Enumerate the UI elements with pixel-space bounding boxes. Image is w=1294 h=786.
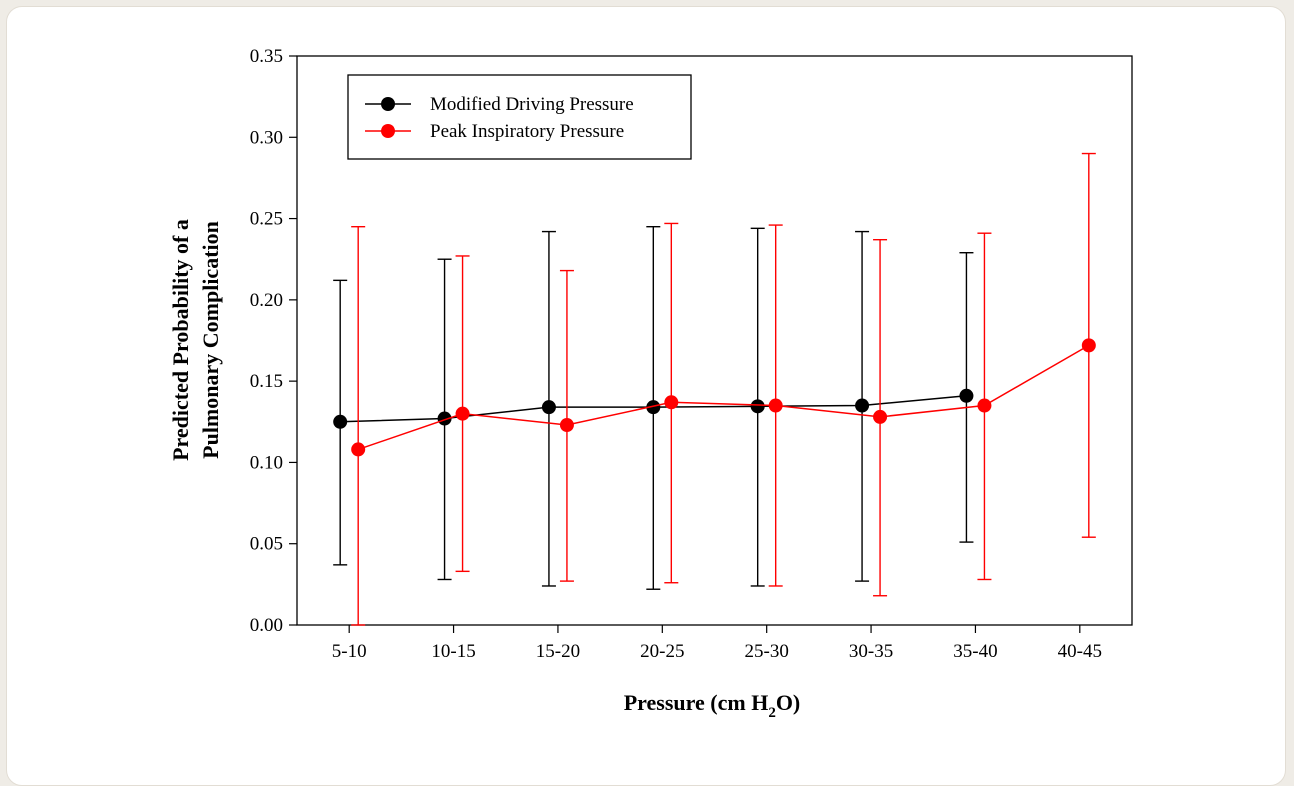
x-tick-label: 10-15: [431, 641, 475, 662]
y-tick-label: 0.20: [250, 290, 283, 311]
series-line: [357, 344, 1090, 451]
data-point: [977, 398, 992, 413]
data-point: [437, 411, 452, 426]
x-axis-title-after: O): [776, 690, 800, 715]
y-tick-label: 0.30: [250, 127, 283, 148]
data-point: [455, 406, 470, 421]
data-point: [750, 399, 765, 414]
x-tick-label: 35-40: [953, 641, 997, 662]
data-point: [559, 418, 574, 433]
y-tick-label: 0.05: [250, 534, 283, 555]
data-point: [855, 398, 870, 413]
x-tick-label: 20-25: [640, 641, 684, 662]
x-tick-label: 15-20: [536, 641, 580, 662]
legend-label: Modified Driving Pressure: [430, 94, 634, 115]
legend-item: Modified Driving Pressure: [365, 94, 634, 115]
x-axis-title: Pressure (cm H2O): [624, 690, 801, 721]
x-tick-label: 5-10: [332, 641, 367, 662]
y-tick-label: 0.10: [250, 452, 283, 473]
data-point: [541, 400, 556, 415]
y-axis-title-line-1: Predicted Probability of a: [168, 219, 193, 461]
legend-box: [347, 74, 692, 160]
y-tick-label: 0.00: [250, 615, 283, 636]
data-point: [646, 400, 661, 415]
data-point: [664, 395, 679, 410]
data-point: [959, 388, 974, 403]
legend-label: Peak Inspiratory Pressure: [430, 121, 624, 142]
data-point: [1081, 338, 1096, 353]
legend-swatch-marker: [381, 97, 395, 111]
y-tick-label: 0.25: [250, 209, 283, 230]
x-axis-title-before: Pressure (cm H: [624, 690, 769, 715]
legend-item: Peak Inspiratory Pressure: [365, 121, 624, 142]
data-point: [873, 409, 888, 424]
y-tick-label: 0.15: [250, 371, 283, 392]
series-1: [333, 225, 974, 590]
x-tick-label: 30-35: [849, 641, 893, 662]
x-tick-label: 40-45: [1058, 641, 1102, 662]
x-tick-label: 25-30: [745, 641, 789, 662]
y-tick-label: 0.35: [250, 46, 283, 67]
x-axis-title-sub: 2: [768, 705, 776, 721]
data-point: [768, 398, 783, 413]
series-2: [351, 152, 1096, 626]
data-point: [333, 414, 348, 429]
chart: 0.00 0.05 0.10 0.15 0.20 0.25 0.30 0.35 5-10 10-1…: [168, 46, 1133, 721]
legend-swatch-marker: [381, 124, 395, 138]
y-axis-title-line-2: Pulmonary Complication: [198, 221, 223, 459]
data-point: [351, 442, 366, 457]
plot-frame: [296, 55, 1133, 626]
